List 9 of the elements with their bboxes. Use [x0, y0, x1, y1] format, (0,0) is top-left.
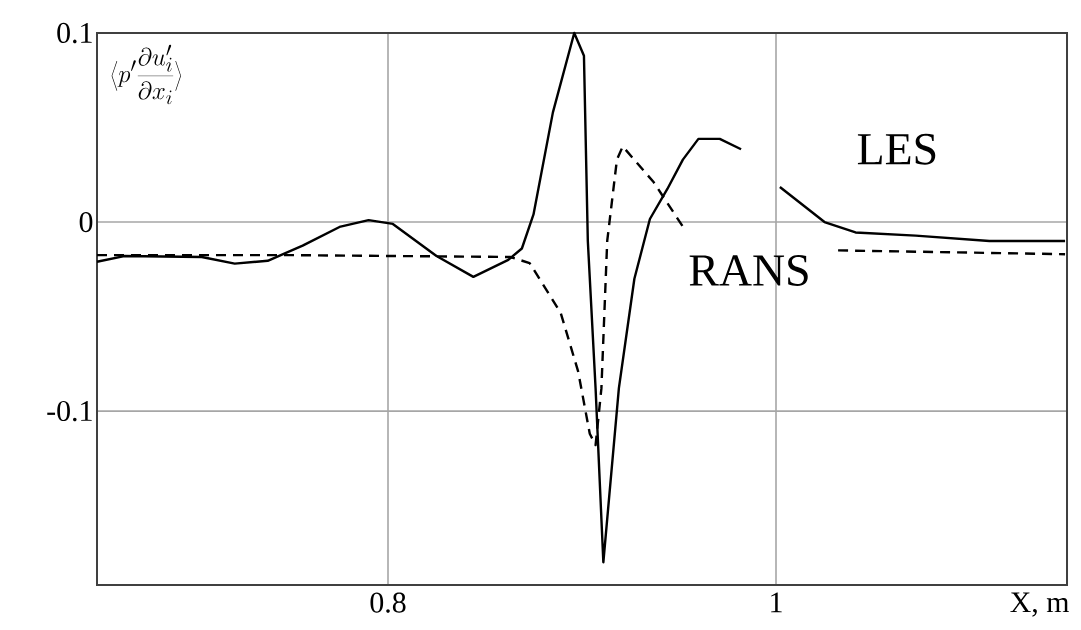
y-tick-label: 0.1	[57, 22, 92, 44]
y-tick-label: 0	[79, 211, 93, 233]
x-tick-label: 0.8	[370, 592, 406, 613]
y-axis-title: $\left\langle p'\frac{\partial u'_i}{\partial x_i}\right\rangle$	[111, 44, 182, 105]
series-label: RANS	[689, 255, 808, 286]
series-label: LES	[857, 133, 936, 165]
x-axis-title: X, m	[1010, 592, 1070, 617]
y-tick-label: -0.1	[47, 400, 92, 422]
x-tick-label: 1	[771, 592, 782, 613]
